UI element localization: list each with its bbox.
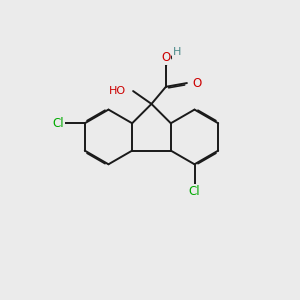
Text: HO: HO bbox=[109, 86, 126, 96]
Text: Cl: Cl bbox=[53, 117, 64, 130]
Text: H: H bbox=[173, 46, 181, 57]
Text: O: O bbox=[192, 76, 202, 90]
Text: Cl: Cl bbox=[189, 185, 200, 198]
Text: O: O bbox=[161, 51, 170, 64]
